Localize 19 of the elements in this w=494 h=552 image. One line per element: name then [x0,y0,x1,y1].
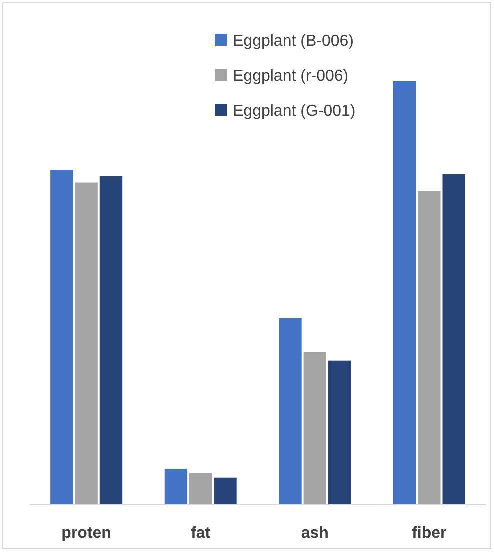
bar [214,478,237,505]
bar [393,81,416,505]
bar [50,170,74,505]
bar [164,468,188,505]
bar [304,352,326,505]
legend-label: Eggplant (B-006) [233,33,354,50]
bar [418,191,441,505]
bar [100,176,123,505]
x-tick-label: proten [62,525,112,542]
bar [279,318,302,505]
x-tick-label: ash [301,525,329,542]
bar [328,360,352,505]
bar [190,473,212,505]
x-tick-label: fiber [412,525,447,542]
bar [442,174,466,505]
x-tick-label: fat [191,525,212,542]
legend-label: Eggplant (G-001) [233,103,356,120]
bar [75,182,98,505]
legend-label: Eggplant (r-006) [233,68,349,85]
